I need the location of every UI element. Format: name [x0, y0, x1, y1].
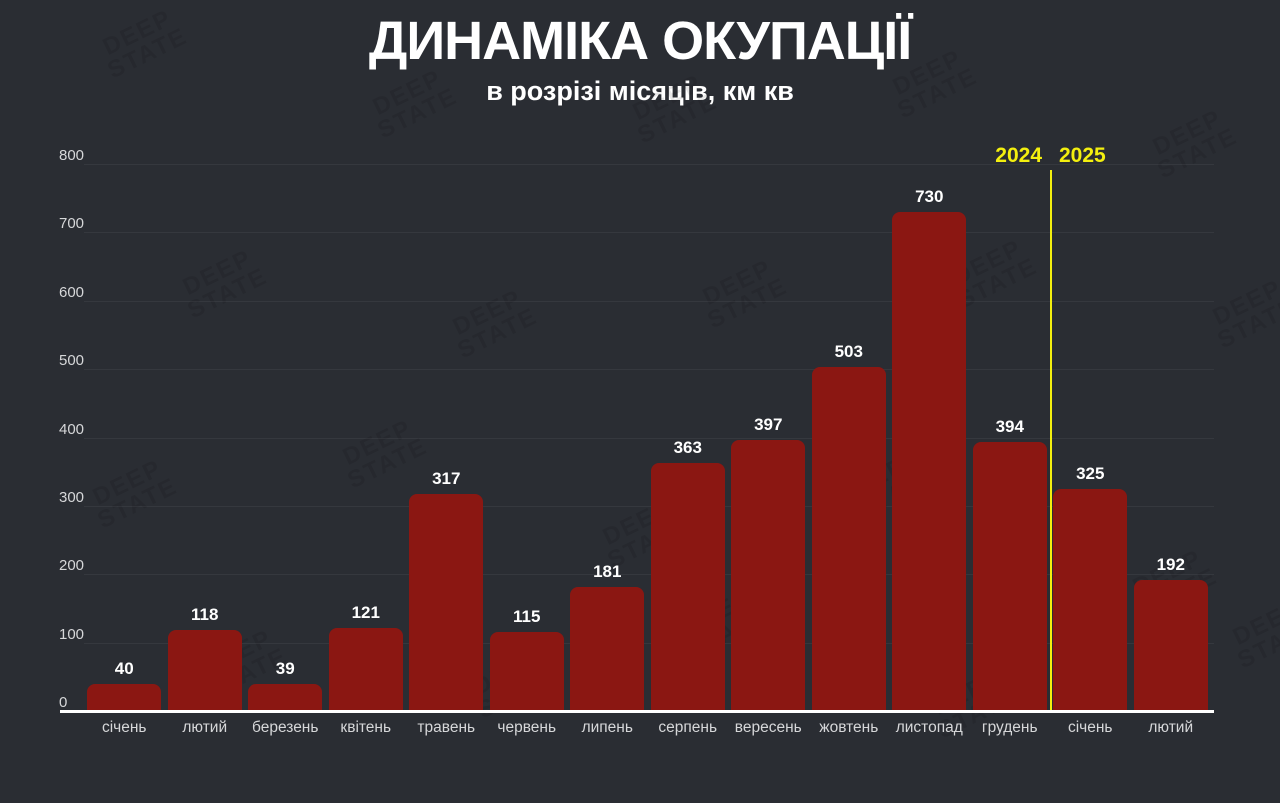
- year-label-2024: 2024: [995, 144, 1042, 167]
- x-axis-label: листопад: [895, 719, 963, 736]
- bar-value-label: 325: [1076, 464, 1105, 483]
- y-axis-tick-label: 100: [59, 626, 85, 643]
- bar: [489, 632, 564, 711]
- year-divider-line: [1050, 170, 1052, 711]
- gridline: [84, 643, 1214, 644]
- gridline: [84, 164, 1214, 165]
- deepstate-watermark: DEEP STATE: [698, 254, 792, 335]
- bar-value-label: 181: [593, 562, 622, 581]
- deepstate-watermark: DEEP STATE: [178, 244, 272, 325]
- bar: [328, 628, 403, 711]
- bar-value-label: 192: [1156, 555, 1185, 574]
- deepstate-watermark: DEEP STATE: [1208, 274, 1280, 355]
- bar: [650, 463, 725, 711]
- bar-value-label: 363: [673, 438, 702, 457]
- bar-value-label: 40: [114, 659, 134, 678]
- gridline: [84, 574, 1214, 575]
- bar-value-label: 503: [834, 342, 863, 361]
- x-axis-label: грудень: [981, 719, 1038, 736]
- x-axis-label: березень: [252, 719, 319, 736]
- bar: [892, 212, 967, 711]
- chart-subtitle: в розрізі місяців, км кв: [486, 76, 794, 106]
- gridline: [84, 438, 1214, 439]
- bar: [811, 367, 886, 711]
- deepstate-watermark: DEEP STATE: [1148, 104, 1242, 185]
- y-axis-tick-label: 300: [59, 489, 85, 506]
- y-axis-tick-label: 600: [59, 284, 85, 301]
- gridline: [84, 369, 1214, 370]
- x-axis-label: лютий: [182, 719, 228, 736]
- bar: [1133, 580, 1208, 711]
- deepstate-watermark: DEEP STATE: [88, 454, 182, 535]
- bar: [167, 630, 242, 711]
- bar: [972, 442, 1047, 711]
- bar: [87, 684, 162, 711]
- bar-value-label: 118: [191, 605, 219, 624]
- bar: [731, 440, 806, 711]
- bar-value-label: 394: [995, 417, 1024, 436]
- deepstate-watermark: DEEP STATE: [448, 284, 542, 365]
- bar: [248, 684, 323, 711]
- y-axis-tick-label: 0: [59, 694, 68, 711]
- bar-value-label: 115: [513, 607, 541, 626]
- bar-value-label: 397: [754, 415, 783, 434]
- x-axis-line: [60, 710, 1214, 713]
- bar: [570, 587, 645, 711]
- x-axis-label: травень: [417, 719, 476, 736]
- bar-value-label: 121: [351, 603, 380, 622]
- x-axis-label: вересень: [734, 719, 802, 736]
- y-axis-tick-label: 500: [59, 352, 85, 369]
- bar: [1053, 489, 1128, 711]
- x-axis-label: жовтень: [819, 719, 879, 736]
- y-axis-tick-label: 700: [59, 215, 85, 232]
- bar: [409, 494, 484, 711]
- x-axis-label: червень: [497, 719, 557, 736]
- chart-title: ДИНАМІКА ОКУПАЦІЇ: [368, 11, 912, 71]
- x-axis-label: квітень: [340, 719, 392, 736]
- year-label-2025: 2025: [1059, 144, 1106, 167]
- bar-value-label: 39: [275, 659, 295, 678]
- x-axis-label: липень: [581, 719, 633, 736]
- x-axis-label: серпень: [658, 719, 718, 736]
- gridline: [84, 232, 1214, 233]
- x-axis-label: січень: [1067, 719, 1113, 736]
- x-axis-label: січень: [101, 719, 147, 736]
- deepstate-watermark: DEEP STATE: [1228, 594, 1280, 675]
- y-axis-tick-label: 200: [59, 557, 85, 574]
- y-axis-tick-label: 800: [59, 147, 85, 164]
- gridline: [84, 506, 1214, 507]
- bar-value-label: 730: [915, 187, 944, 206]
- gridline: [84, 301, 1214, 302]
- y-axis-tick-label: 400: [59, 421, 85, 438]
- x-axis-label: лютий: [1148, 719, 1194, 736]
- bar-value-label: 317: [432, 469, 461, 488]
